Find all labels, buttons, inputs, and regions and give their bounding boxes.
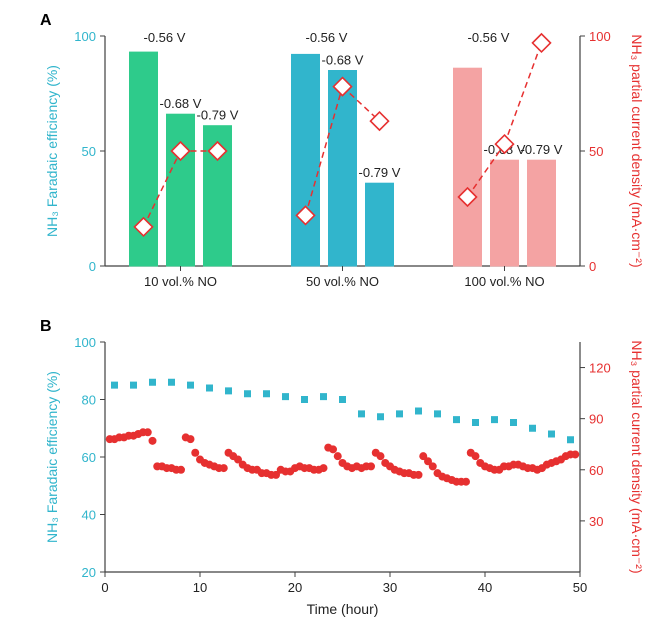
svg-text:-0.79 V: -0.79 V (359, 165, 401, 180)
svg-text:Time (hour): Time (hour) (307, 601, 379, 617)
svg-text:90: 90 (589, 412, 603, 427)
svg-text:50: 50 (82, 144, 96, 159)
svg-text:100: 100 (74, 335, 96, 350)
svg-text:60: 60 (589, 463, 603, 478)
svg-text:30: 30 (589, 514, 603, 529)
svg-text:30: 30 (383, 580, 397, 595)
svg-text:0: 0 (89, 259, 96, 274)
svg-text:20: 20 (82, 565, 96, 580)
svg-text:0: 0 (589, 259, 596, 274)
svg-text:100: 100 (589, 29, 611, 44)
svg-text:10 vol.% NO: 10 vol.% NO (144, 274, 217, 289)
svg-text:-0.68 V: -0.68 V (322, 53, 364, 68)
svg-text:-0.79 V: -0.79 V (521, 142, 563, 157)
svg-text:0: 0 (101, 580, 108, 595)
svg-text:-0.56 V: -0.56 V (468, 30, 510, 45)
svg-text:NH₃ Faradaic efficiency (%): NH₃ Faradaic efficiency (%) (44, 65, 60, 237)
svg-text:-0.56 V: -0.56 V (144, 30, 186, 45)
svg-text:NH₃ Faradaic efficiency (%): NH₃ Faradaic efficiency (%) (44, 371, 60, 543)
svg-text:-0.56 V: -0.56 V (306, 30, 348, 45)
panel-a-chart: 0 50 100 0 50 100 NH₃ Faradaic efficiency (%) N… (10, 18, 650, 308)
svg-text:80: 80 (82, 393, 96, 408)
svg-text:60: 60 (82, 450, 96, 465)
svg-text:-0.68 V: -0.68 V (160, 96, 202, 111)
svg-text:NH₃ partial current density (m: NH₃ partial current density (mA·cm⁻²) (629, 34, 645, 267)
svg-text:40: 40 (478, 580, 492, 595)
svg-text:50 vol.% NO: 50 vol.% NO (306, 274, 379, 289)
svg-text:-0.79 V: -0.79 V (197, 108, 239, 123)
svg-text:100: 100 (74, 29, 96, 44)
svg-text:50: 50 (589, 144, 603, 159)
svg-text:100 vol.% NO: 100 vol.% NO (464, 274, 544, 289)
svg-text:10: 10 (193, 580, 207, 595)
svg-text:50: 50 (573, 580, 587, 595)
panel-b-chart: 0 10 20 30 40 50 Time (hour) 20 40 60 80 100 30 60 90 1… (10, 324, 650, 628)
svg-text:120: 120 (589, 361, 611, 376)
svg-text:NH₃ partial current density (m: NH₃ partial current density (mA·cm⁻²) (629, 340, 645, 573)
svg-text:40: 40 (82, 508, 96, 523)
svg-text:20: 20 (288, 580, 302, 595)
